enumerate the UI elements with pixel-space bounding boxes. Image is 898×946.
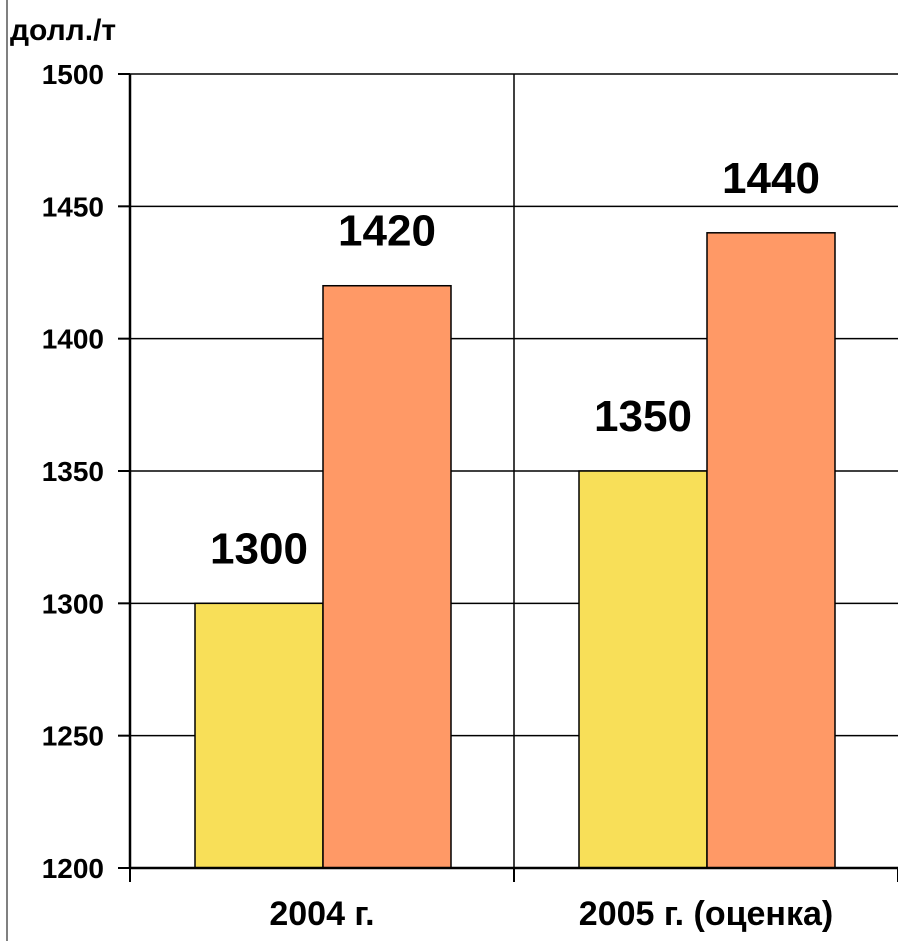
data-label-series1-0: 1300 (210, 524, 308, 573)
data-label-series1-1: 1350 (594, 392, 692, 441)
axes (6, 0, 898, 941)
y-tick-label-1500: 1500 (42, 59, 104, 90)
y-axis-unit-label: долл./т (10, 14, 116, 47)
y-tick-label-1200: 1200 (42, 853, 104, 884)
x-category-label-1: 2005 г. (оценка) (579, 895, 833, 933)
labels: 1200 1250 1300 1350 1400 1450 1500 1300 1420 2004… (42, 59, 834, 933)
data-label-series2-1: 1440 (722, 154, 820, 203)
x-category-label-0: 2004 г. (269, 895, 374, 933)
y-tick-label-1350: 1350 (42, 456, 104, 487)
y-tick-label-1450: 1450 (42, 191, 104, 222)
y-tick-label-1250: 1250 (42, 721, 104, 752)
bar-series1-1 (578, 470, 708, 869)
bar-series1-0 (194, 602, 324, 869)
bar-series2-0 (322, 284, 452, 869)
y-tick-label-1400: 1400 (42, 324, 104, 355)
bar-series2-1 (706, 232, 836, 869)
data-label-series2-0: 1420 (338, 207, 436, 256)
y-tick-label-1300: 1300 (42, 588, 104, 619)
bars (194, 232, 836, 869)
